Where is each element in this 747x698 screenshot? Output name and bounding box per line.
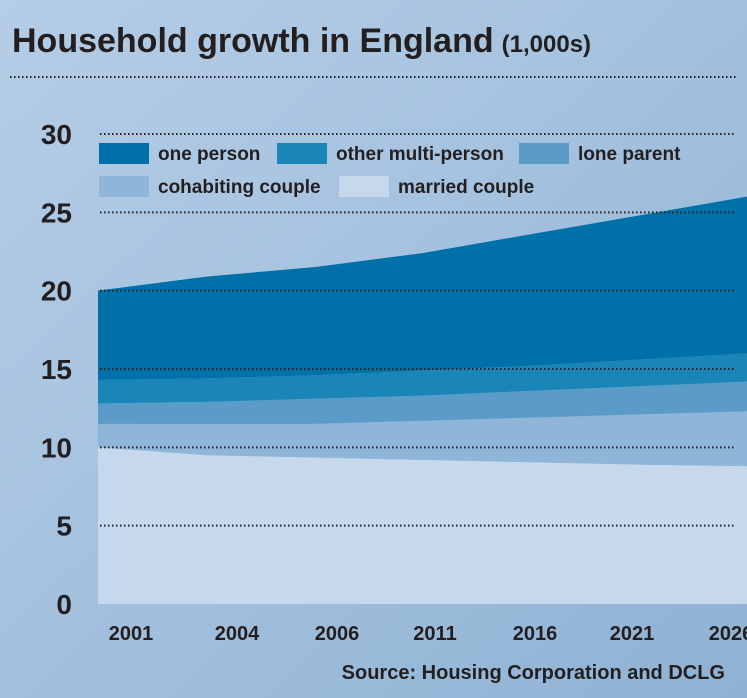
legend-label: other multi-person [336, 144, 504, 165]
area-one-person [98, 196, 747, 380]
x-tick-label: 2021 [610, 623, 655, 645]
x-tick-label: 2001 [109, 623, 154, 645]
area-other-multi-person [98, 353, 747, 404]
legend-item-one-person: one person [99, 143, 260, 165]
legend-label: cohabiting couple [158, 177, 321, 198]
x-tick-label: 2026 [709, 623, 747, 645]
legend-swatch [99, 176, 149, 197]
legend-item-cohabiting-couple: cohabiting couple [99, 176, 321, 198]
y-tick-label: 0 [56, 589, 72, 620]
x-tick-label: 2016 [513, 623, 558, 645]
legend-swatch [277, 143, 327, 164]
legend-item-married-couple: married couple [339, 176, 534, 198]
y-tick-label: 20 [41, 276, 72, 307]
area-cohabiting-couple [98, 411, 747, 467]
legend-item-other-multi-person: other multi-person [277, 143, 504, 165]
legend-label: married couple [398, 177, 534, 198]
legend-swatch [339, 176, 389, 197]
y-tick-label: 25 [41, 197, 72, 228]
area-lone-parent [98, 381, 747, 424]
x-tick-label: 2011 [413, 623, 456, 645]
legend-item-lone-parent: lone parent [519, 143, 681, 165]
y-tick-label: 10 [41, 432, 72, 463]
x-tick-label: 2006 [315, 623, 360, 645]
y-tick-label: 15 [41, 354, 72, 385]
area-married-couple [98, 447, 747, 604]
legend-swatch [99, 143, 149, 164]
y-tick-label: 5 [56, 511, 72, 542]
chart-title: Household growth in England (1,000s) [12, 22, 591, 60]
y-tick-label: 30 [41, 119, 72, 150]
legend-swatch [519, 143, 569, 164]
legend-label: lone parent [578, 144, 681, 165]
legend-label: one person [158, 144, 260, 165]
source-note: Source: Housing Corporation and DCLG [342, 662, 725, 684]
x-tick-label: 2004 [215, 623, 260, 645]
